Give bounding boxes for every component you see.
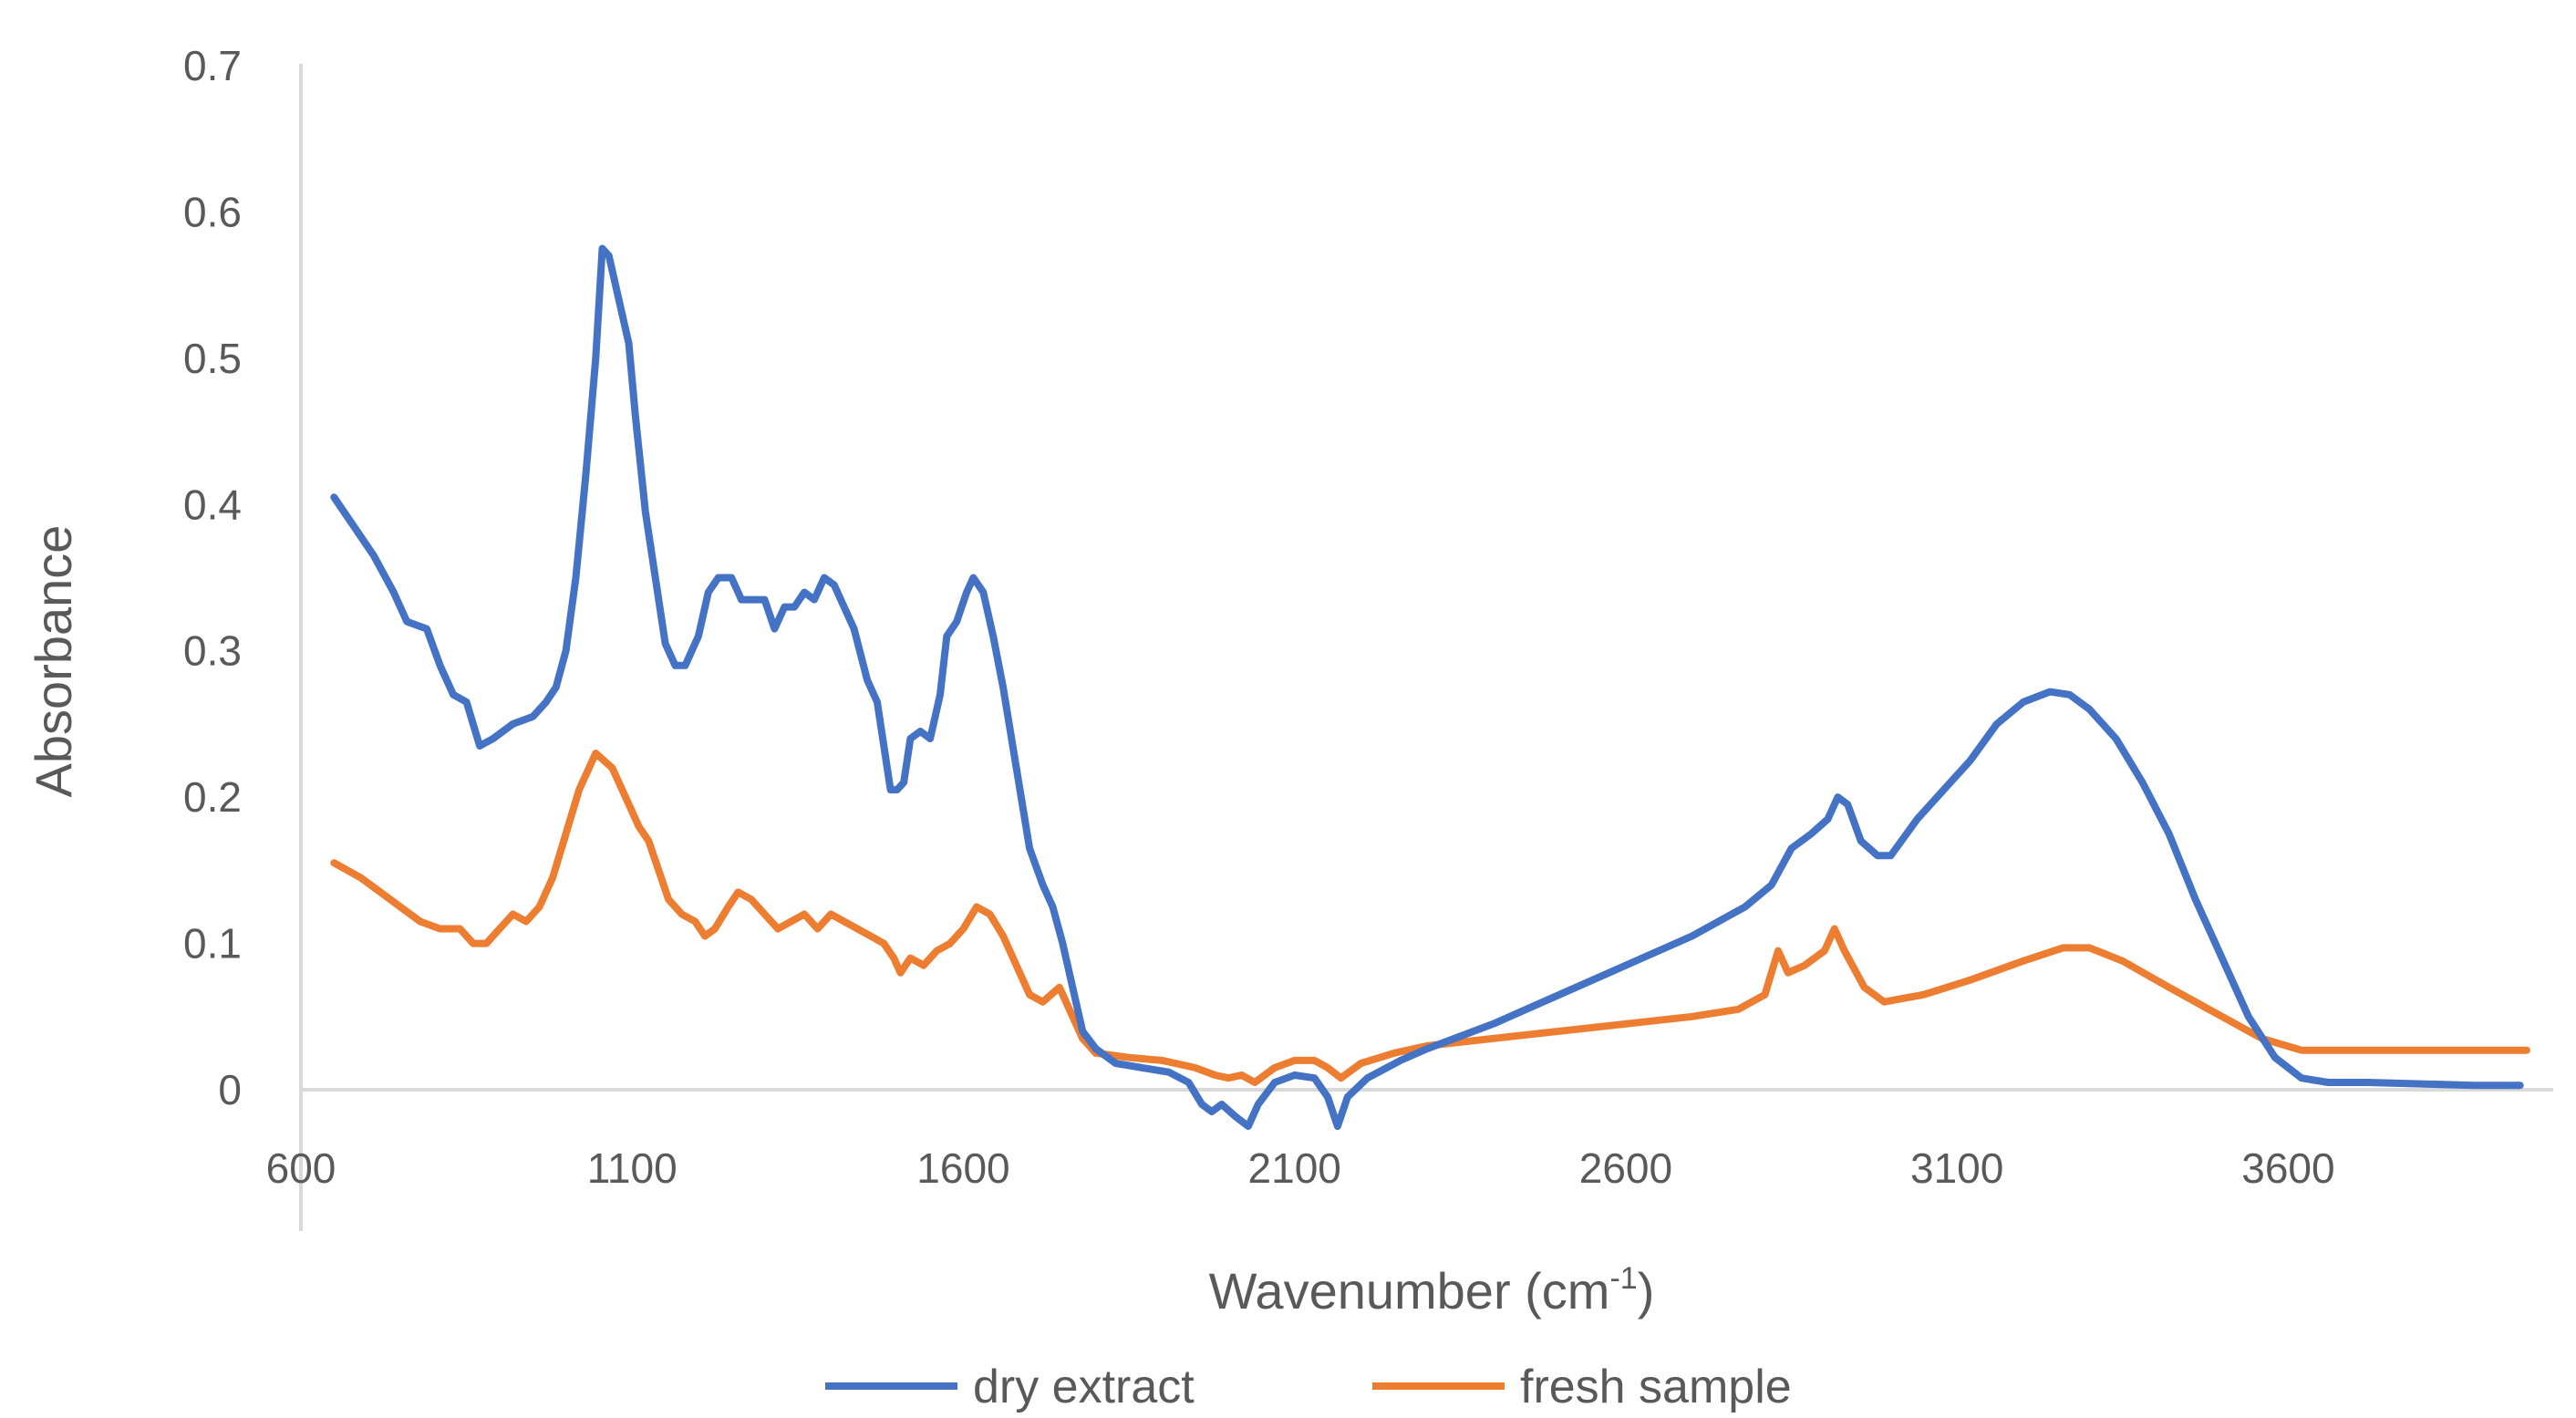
- legend-label-dry-extract: dry extract: [973, 1361, 1195, 1413]
- x-tick-label: 3600: [2241, 1144, 2334, 1192]
- x-tick-label: 2600: [1579, 1144, 1672, 1192]
- series-line-fresh-sample: [330, 750, 2530, 1086]
- x-axis-title-superscript: -1: [1609, 1261, 1637, 1296]
- y-tick-label: 0.6: [183, 188, 242, 235]
- x-axis-title-main: Wavenumber (cm: [1209, 1262, 1610, 1320]
- y-tick-label: 0.5: [183, 335, 242, 382]
- y-tick-label: 0: [218, 1066, 242, 1113]
- x-tick-label: 1600: [916, 1144, 1009, 1192]
- series-layer: [330, 244, 2530, 1131]
- y-axis-tick-labels: 0 0.1 0.2 0.3 0.4 0.5 0.6 0.7: [183, 42, 242, 1113]
- series-line-dry-extract: [330, 244, 2524, 1131]
- y-tick-label: 0.3: [183, 627, 242, 675]
- x-tick-label: 3100: [1910, 1144, 2003, 1192]
- legend-label-fresh-sample: fresh sample: [1520, 1361, 1792, 1413]
- x-tick-label: 2100: [1248, 1144, 1341, 1192]
- legend: dry extract fresh sample: [825, 1361, 1792, 1413]
- y-tick-label: 0.2: [183, 773, 242, 821]
- y-axis-title: Absorbance: [25, 525, 82, 798]
- x-axis-title-close: ): [1638, 1262, 1655, 1320]
- x-tick-label: 600: [266, 1144, 336, 1192]
- y-tick-label: 0.4: [183, 481, 242, 528]
- y-tick-label: 0.7: [183, 42, 242, 89]
- x-tick-label: 1100: [587, 1144, 678, 1192]
- x-axis-tick-labels: 600 1100 1600 2100 2600 3100 3600: [266, 1144, 2335, 1192]
- y-tick-label: 0.1: [183, 920, 242, 968]
- x-axis-title: Wavenumber (cm-1): [1209, 1261, 1655, 1320]
